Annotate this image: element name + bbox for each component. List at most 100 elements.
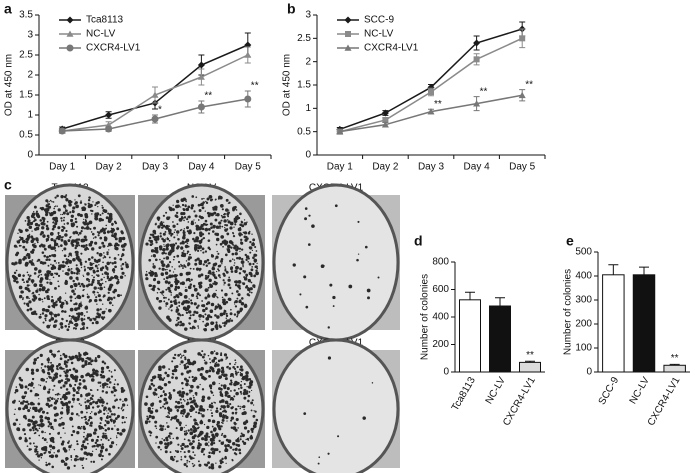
colony xyxy=(34,448,38,452)
colony xyxy=(107,427,111,431)
colony xyxy=(221,418,225,422)
colony xyxy=(101,443,104,446)
colony xyxy=(184,266,187,268)
colony xyxy=(75,253,79,257)
colony xyxy=(209,284,214,288)
colony xyxy=(104,448,108,452)
colony xyxy=(96,370,99,373)
colony xyxy=(64,380,68,385)
colony xyxy=(190,204,195,208)
colony xyxy=(28,225,33,230)
colony xyxy=(240,380,243,383)
colony xyxy=(196,249,200,252)
colony xyxy=(162,251,166,255)
colony xyxy=(210,412,213,415)
colony xyxy=(200,224,204,228)
colony xyxy=(163,438,166,442)
marker xyxy=(336,128,344,135)
colony xyxy=(46,441,48,443)
colony xyxy=(81,304,83,307)
bar xyxy=(519,361,541,373)
colony xyxy=(89,396,93,400)
colony xyxy=(219,227,222,229)
colony xyxy=(146,415,149,418)
dish xyxy=(138,183,265,342)
colony xyxy=(230,266,234,270)
colony xyxy=(221,461,224,464)
colony xyxy=(91,321,95,325)
colony xyxy=(180,404,185,409)
colony xyxy=(81,327,85,331)
colony xyxy=(169,284,174,288)
colony xyxy=(90,231,93,233)
colony xyxy=(193,302,197,306)
colony xyxy=(102,432,105,435)
colony xyxy=(61,421,65,426)
colony xyxy=(62,219,65,222)
colony xyxy=(167,434,171,438)
colony xyxy=(201,414,204,416)
colony xyxy=(80,404,82,407)
colony xyxy=(95,445,98,447)
colony xyxy=(252,262,255,266)
colony xyxy=(51,304,56,308)
colony xyxy=(105,415,109,419)
colony xyxy=(235,417,239,422)
colony xyxy=(215,448,219,452)
colony xyxy=(197,434,201,438)
colony xyxy=(84,453,87,455)
colony xyxy=(327,326,330,329)
colony xyxy=(234,303,236,305)
colony xyxy=(253,274,257,278)
colony xyxy=(35,453,38,456)
colony xyxy=(37,356,40,359)
colony xyxy=(238,448,242,452)
colony xyxy=(240,238,243,242)
colony xyxy=(44,365,47,368)
colony xyxy=(165,415,168,418)
colony xyxy=(327,452,330,455)
colony xyxy=(165,436,169,439)
legend-label: NC-LV xyxy=(86,29,116,40)
colony xyxy=(162,224,166,228)
colony xyxy=(241,297,244,300)
colony xyxy=(49,199,52,202)
colony xyxy=(27,237,30,240)
colony xyxy=(234,363,236,366)
colony xyxy=(218,305,223,310)
colony xyxy=(241,257,244,261)
colony xyxy=(220,425,223,428)
colony xyxy=(96,252,99,255)
colony xyxy=(222,415,226,419)
colony xyxy=(176,408,180,412)
colony xyxy=(238,272,242,275)
colony xyxy=(107,287,112,291)
colony xyxy=(210,350,214,355)
colony xyxy=(101,204,103,207)
colony xyxy=(153,375,157,379)
colony xyxy=(182,235,186,240)
colony xyxy=(30,371,35,375)
colony xyxy=(239,307,243,311)
colony xyxy=(83,269,86,272)
colony xyxy=(61,213,64,216)
colony xyxy=(236,297,239,300)
colony xyxy=(112,268,115,271)
panel-label: e xyxy=(566,233,574,249)
colony xyxy=(155,296,159,300)
colony xyxy=(99,385,102,387)
colony xyxy=(115,444,118,446)
colony xyxy=(48,455,52,458)
colony xyxy=(181,314,184,317)
colony xyxy=(121,408,123,410)
colony xyxy=(218,221,222,225)
colony xyxy=(70,433,74,437)
colony xyxy=(33,211,35,213)
colony xyxy=(61,301,65,306)
colony xyxy=(173,357,176,360)
colony xyxy=(217,274,221,277)
colony xyxy=(197,327,200,329)
colony xyxy=(186,230,190,233)
colony xyxy=(45,258,49,261)
colony xyxy=(231,258,234,260)
